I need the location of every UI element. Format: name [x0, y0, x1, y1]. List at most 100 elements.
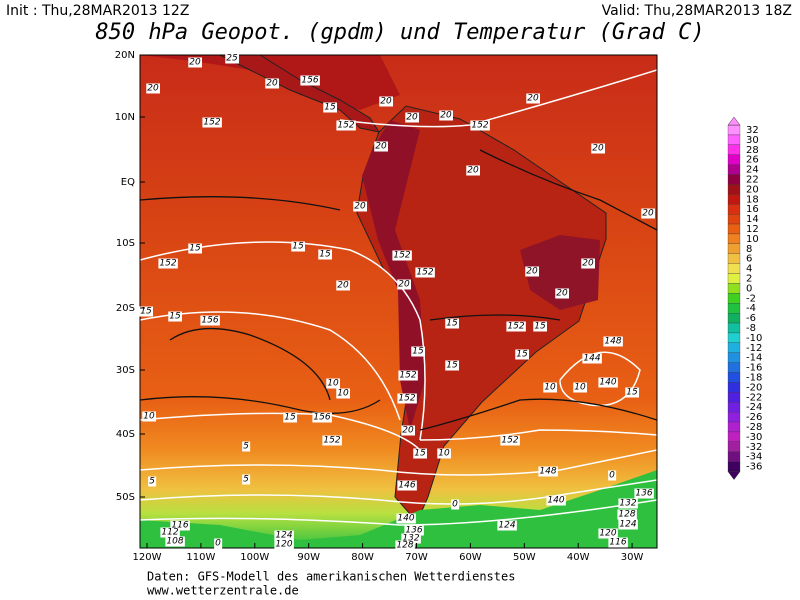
- colorbar-label: -32: [746, 442, 762, 453]
- contour-label-box: [165, 536, 185, 547]
- lat-label: 10N: [115, 112, 135, 123]
- contour-label-box: [533, 321, 547, 332]
- colorbar-label: -2: [746, 293, 756, 304]
- contour-label: 20: [527, 94, 539, 104]
- contour-label-box: [526, 93, 540, 104]
- contour-label: 20: [398, 280, 410, 290]
- contour-label-box: [506, 321, 526, 332]
- contour-label: 152: [399, 371, 416, 381]
- colorbar-box: [727, 421, 741, 433]
- contour-label-box: [415, 267, 435, 278]
- contour-label-box: [158, 258, 178, 269]
- contour-label-box: [283, 412, 297, 423]
- contour-label: 152: [471, 121, 488, 131]
- contour-label: 148: [604, 337, 621, 347]
- contour-label: 120: [275, 540, 292, 550]
- contour-label-box: [322, 435, 342, 446]
- contour-label: 20: [592, 144, 604, 154]
- contour-label: 152: [337, 121, 354, 131]
- contour-label-box: [274, 539, 294, 550]
- contour-label-box: [470, 120, 490, 131]
- contour-label: 20: [582, 259, 594, 269]
- lon-label: 50W: [513, 552, 536, 563]
- colorbar-label: -14: [746, 353, 762, 364]
- contour-label: 152: [507, 322, 524, 332]
- contour-label-box: [466, 165, 480, 176]
- colorbar-box: [727, 382, 741, 393]
- contour-label-box: [543, 382, 557, 393]
- contour-label-box: [413, 448, 427, 459]
- colorbar-label: 18: [746, 194, 759, 205]
- colorbar-box: [727, 144, 741, 155]
- lon-label: 60W: [459, 552, 482, 563]
- colorbar-label: -6: [746, 313, 756, 324]
- contour-label: 0: [609, 471, 615, 481]
- colorbar-label: 26: [746, 155, 759, 166]
- colorbar-box: [727, 263, 741, 274]
- colorbar-box: [727, 322, 741, 334]
- contour-label: 156: [201, 316, 218, 326]
- colorbar-label: -4: [746, 303, 756, 314]
- colorbar-label: -34: [746, 452, 762, 463]
- colorbar-label: -24: [746, 402, 762, 413]
- contour-label-box: [573, 382, 587, 393]
- contour-label: 20: [556, 289, 568, 299]
- colorbar-box: [727, 283, 741, 294]
- lon-label: 30W: [621, 552, 644, 563]
- lon-label: 40W: [567, 552, 590, 563]
- colorbar-box: [727, 134, 741, 145]
- colorbar-box: [727, 441, 741, 452]
- contour-label: 156: [301, 76, 318, 86]
- contour-label-box: [401, 425, 415, 436]
- contour-label-box: [445, 318, 459, 329]
- colorbar-box: [727, 154, 741, 165]
- contour-label: 156: [313, 413, 330, 423]
- colorbar-label: -30: [746, 432, 762, 443]
- lat-label: 40S: [116, 429, 135, 440]
- contour-label-box: [200, 315, 220, 326]
- contour-label: 116: [609, 538, 626, 548]
- geopotential-contours: [140, 69, 657, 526]
- colorbar-label: 22: [746, 175, 759, 186]
- contour-label: 152: [501, 436, 518, 446]
- contour-label: 20: [526, 267, 538, 277]
- contour-label: 152: [398, 394, 415, 404]
- colorbar-label: 2: [746, 274, 752, 285]
- contour-label: 15: [284, 413, 296, 423]
- contour-label: 10: [143, 412, 155, 422]
- contour-label: 15: [516, 350, 528, 360]
- contour-label: 20: [406, 113, 418, 123]
- contour-label-box: [148, 476, 157, 487]
- colorbar-box: [727, 332, 741, 344]
- colorbar-box: [727, 194, 741, 205]
- contour-label-box: [404, 525, 424, 536]
- contour-label-box: [411, 346, 425, 357]
- contour-label: 112: [161, 528, 178, 538]
- colorbar-box: [727, 402, 741, 413]
- contour-label-box: [538, 466, 558, 477]
- contour-label-box: [603, 336, 623, 347]
- contour-label: 5: [243, 475, 249, 485]
- contour-label: 15: [292, 242, 304, 252]
- contour-label-box: [555, 288, 569, 299]
- contour-label-box: [170, 520, 190, 531]
- contour-label-box: [437, 448, 451, 459]
- contour-label-box: [525, 266, 539, 277]
- contour-label: 15: [140, 307, 152, 317]
- colorbar-box: [727, 362, 741, 373]
- colorbar-box: [727, 164, 741, 175]
- contour-label-box: [353, 201, 367, 212]
- contour-label-box: [202, 117, 222, 128]
- lat-label: 30S: [116, 365, 135, 376]
- contour-label: 20: [467, 166, 479, 176]
- latitude-axis: 20N 10N EQ 10S 20S 30S 40S 50S: [115, 50, 145, 503]
- contour-label: 25: [226, 54, 238, 64]
- contour-label-box: [591, 143, 605, 154]
- colorbar-label: 0: [746, 283, 752, 294]
- contour-label-box: [397, 393, 417, 404]
- contour-label-box: [396, 513, 416, 524]
- contour-label: 20: [147, 84, 159, 94]
- lat-label: EQ: [121, 177, 135, 188]
- colorbar-label: -16: [746, 363, 762, 374]
